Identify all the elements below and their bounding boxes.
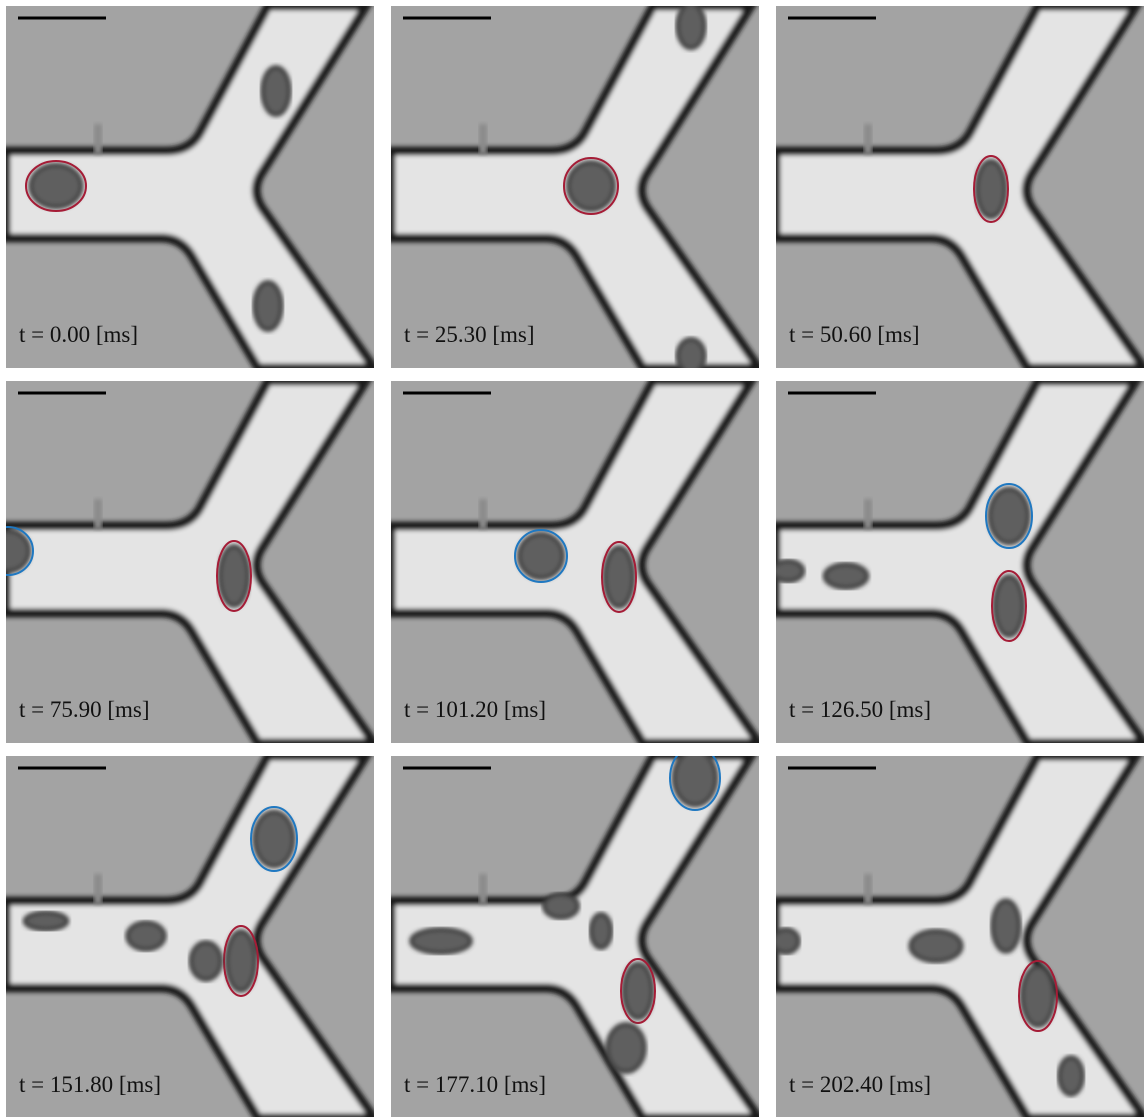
- cell: [519, 534, 563, 578]
- cell: [677, 339, 704, 373]
- panel: t = 177.10 [ms]: [391, 746, 759, 1117]
- cell: [977, 161, 1006, 217]
- cell: [254, 282, 281, 330]
- time-label: t = 50.60 [ms]: [789, 322, 920, 347]
- image: [773, 756, 1144, 1117]
- cell: [262, 67, 289, 115]
- cell: [989, 489, 1028, 543]
- panel: t = 126.50 [ms]: [773, 381, 1144, 743]
- cell: [411, 929, 471, 953]
- cell: [0, 531, 29, 572]
- cell: [591, 914, 611, 948]
- cell: [674, 751, 717, 805]
- time-label: t = 202.40 [ms]: [789, 1072, 931, 1097]
- image: [391, 746, 759, 1117]
- cell: [254, 812, 293, 866]
- image: [6, 6, 374, 368]
- cell: [677, 4, 704, 48]
- cell: [220, 546, 249, 606]
- cell: [995, 576, 1024, 636]
- cell: [825, 564, 868, 588]
- panel: t = 0.00 [ms]: [6, 6, 374, 368]
- time-label: t = 126.50 [ms]: [789, 697, 931, 722]
- panel: t = 75.90 [ms]: [0, 381, 374, 743]
- cell: [992, 901, 1019, 952]
- debris: [94, 499, 102, 529]
- cell: [568, 162, 614, 210]
- debris: [479, 499, 487, 529]
- cell: [773, 929, 799, 953]
- time-label: t = 75.90 [ms]: [19, 697, 150, 722]
- debris: [864, 124, 872, 154]
- cell: [191, 942, 222, 979]
- panel: t = 151.80 [ms]: [6, 756, 374, 1117]
- panel: t = 50.60 [ms]: [776, 6, 1144, 368]
- cell: [544, 894, 578, 918]
- debris: [94, 874, 102, 904]
- debris: [94, 124, 102, 154]
- cell: [773, 561, 804, 581]
- cell: [227, 931, 256, 991]
- panel: t = 202.40 [ms]: [773, 756, 1144, 1117]
- time-label: t = 151.80 [ms]: [19, 1072, 161, 1097]
- image: [776, 6, 1144, 368]
- panel: t = 25.30 [ms]: [391, 4, 759, 373]
- panel: t = 101.20 [ms]: [391, 381, 759, 743]
- image: [773, 381, 1144, 743]
- cell: [607, 1024, 644, 1072]
- cell: [31, 165, 82, 208]
- figure: t = 0.00 [ms] t = 25.30 [ms] t = 50.60 [ms…: [0, 0, 1144, 1117]
- cell: [1059, 1057, 1083, 1094]
- image: [6, 756, 374, 1117]
- time-label: t = 101.20 [ms]: [404, 697, 546, 722]
- cell: [605, 547, 634, 607]
- debris: [479, 124, 487, 154]
- cell: [911, 931, 962, 962]
- cell: [127, 922, 164, 949]
- image: [391, 4, 759, 373]
- debris: [479, 874, 487, 904]
- time-label: t = 0.00 [ms]: [19, 322, 138, 347]
- time-label: t = 25.30 [ms]: [404, 322, 535, 347]
- debris: [864, 874, 872, 904]
- cell: [1022, 966, 1054, 1026]
- time-label: t = 177.10 [ms]: [404, 1072, 546, 1097]
- image: [0, 381, 374, 743]
- cell: [25, 913, 68, 930]
- cell: [624, 964, 653, 1018]
- debris: [864, 499, 872, 529]
- image: [391, 381, 759, 743]
